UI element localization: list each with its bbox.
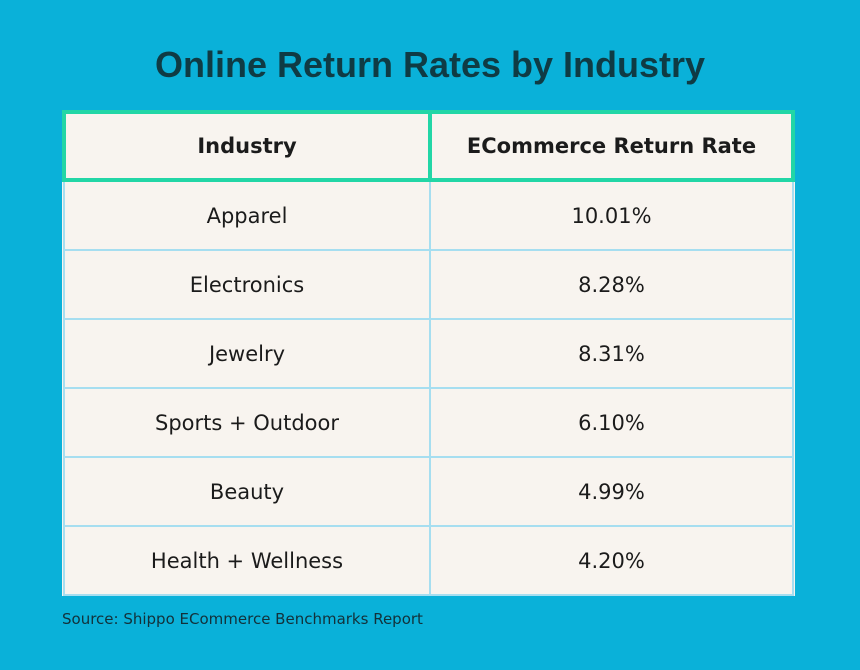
header-cell: Industry — [62, 110, 432, 182]
industry-cell: Electronics — [63, 249, 431, 320]
header-cell: ECommerce Return Rate — [428, 110, 795, 182]
industry-cell: Apparel — [63, 179, 431, 251]
header-row: Industry ECommerce Return Rate — [62, 110, 795, 182]
table-row: Apparel 10.01% — [63, 179, 794, 251]
source: Source: Shippo ECommerce Benchmarks Repo… — [62, 610, 423, 628]
table: Industry ECommerce Return Rate Apparel 10.… — [62, 110, 795, 596]
rate-cell: 8.31% — [429, 318, 794, 389]
industry-cell: Sports + Outdoor — [63, 387, 431, 458]
table-row: Beauty 4.99% — [63, 456, 794, 527]
rate-cell: 4.99% — [429, 456, 794, 527]
table-row: Jewelry 8.31% — [63, 318, 794, 389]
title: Online Return Rates by Industry — [154, 44, 706, 85]
industry-cell: Jewelry — [63, 318, 431, 389]
industry-cell: Health + Wellness — [63, 525, 431, 596]
rate-cell: 10.01% — [429, 179, 794, 251]
table-row: Sports + Outdoor 6.10% — [63, 387, 794, 458]
rate-cell: 4.20% — [429, 525, 794, 596]
table-row: Health + Wellness 4.20% — [63, 525, 794, 596]
table-row: Electronics 8.28% — [63, 249, 794, 320]
industry-cell: Beauty — [63, 456, 431, 527]
rate-cell: 6.10% — [429, 387, 794, 458]
rate-cell: 8.28% — [429, 249, 794, 320]
table-body: Apparel 10.01% Electronics 8.28% Jewelry 8.31… — [63, 179, 794, 596]
